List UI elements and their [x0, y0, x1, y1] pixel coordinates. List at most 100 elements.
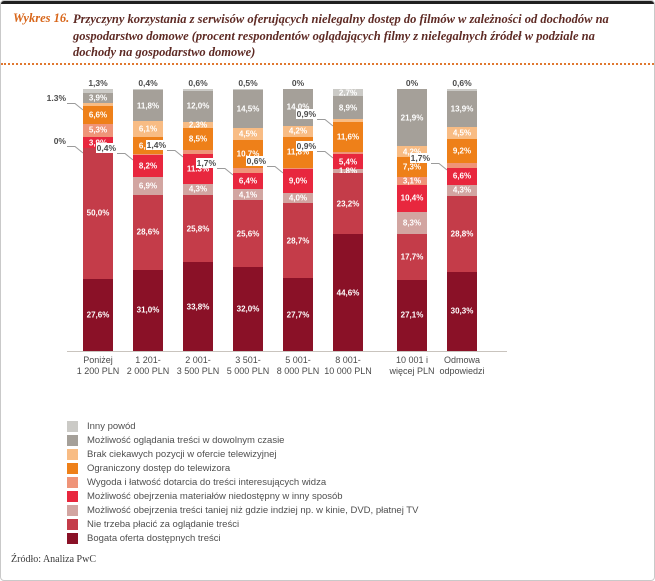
bar-segment — [183, 150, 213, 154]
segment-value-label: 3,1% — [402, 176, 422, 186]
callout-value-label: 1,7% — [195, 158, 217, 169]
legend-label: Inny powód — [87, 421, 136, 432]
bar-segment: 27,6% — [83, 278, 113, 351]
segment-value-label: 11,8% — [286, 147, 310, 157]
legend-swatch — [67, 449, 78, 460]
segment-value-label: 30,3% — [450, 306, 474, 316]
bar-segment: 4,1% — [233, 189, 263, 201]
bar-segment: 4,3% — [447, 184, 477, 197]
bar-segment: 3,9% — [83, 92, 113, 103]
segment-value-label: 33,8% — [186, 302, 210, 312]
source-note: Źródło: Analiza PwC — [11, 554, 96, 565]
segment-value-label: 9,2% — [452, 146, 472, 156]
bar-segment: 10,4% — [397, 184, 427, 212]
segment-value-label: 8,5% — [188, 134, 208, 144]
legend-swatch — [67, 435, 78, 446]
bar-segment: 11,6% — [333, 121, 363, 153]
category-label: Poniżej 1 200 PLN — [76, 355, 120, 377]
bar-segment: 4,2% — [283, 125, 313, 137]
legend-label: Brak ciekawych pozycji w ofercie telewiz… — [87, 449, 277, 460]
bar-segment: 28,8% — [447, 196, 477, 272]
legend-swatch — [67, 477, 78, 488]
callout-value-label: 0,9% — [295, 108, 317, 119]
bar-slot: 0,9% 0,9% 2,7% 8,9% 11,6% 5,4% 1,8% 23,2% 44,6% — [295, 87, 373, 351]
bar-segment: 14,5% — [233, 90, 263, 129]
bar-top-value-label: 0% — [405, 78, 419, 88]
segment-value-label: 27,6% — [86, 310, 110, 320]
stacked-bar: 14,5% 4,5% 10,7% 6,4% 4,1% 25,6% 32,0% — [233, 89, 263, 351]
bar-segment: 27,1% — [397, 279, 427, 351]
bar-segment: 8,9% — [333, 96, 363, 120]
segment-value-label: 27,7% — [286, 310, 310, 320]
segment-value-label: 9,0% — [288, 176, 308, 186]
legend-label: Nie trzeba płacić za oglądanie treści — [87, 519, 240, 530]
segment-value-label: 4,2% — [402, 147, 422, 157]
callout-value-label: 1,7% — [409, 153, 431, 164]
segment-value-label: 44,6% — [336, 288, 360, 297]
segment-value-label: 13,9% — [450, 104, 474, 114]
x-axis-labels: Poniżej 1 200 PLN 1 201- 2 000 PLN 2 001- 3 5… — [73, 355, 493, 378]
bar-segment: 4,3% — [183, 183, 213, 195]
segment-value-label: 3,9% — [83, 138, 113, 147]
callout-value-label: 1.3% — [45, 92, 67, 103]
legend-item: Wygoda i łatwość dotarcia do treści inte… — [67, 477, 418, 488]
segment-value-label: 6,6% — [452, 171, 472, 181]
callout-value-label: 0,9% — [295, 141, 317, 152]
segment-value-label: 3,9% — [88, 93, 108, 103]
legend-swatch — [67, 519, 78, 530]
category-label: 3 501- 5 000 PLN — [226, 355, 270, 377]
stacked-bar: 14,0% 4,2% 11,8% 9,0% 4,0% 28,7% 27,7% — [283, 89, 313, 351]
segment-value-label: 11,8% — [136, 101, 160, 111]
legend-label: Możliwość obejrzenia materiałów niedostę… — [87, 491, 343, 502]
legend-item: Nie trzeba płacić za oglądanie treści — [67, 519, 418, 530]
callout-value-label: 1,4% — [145, 140, 167, 151]
legend-label: Możliwość obejrzenia treści taniej niż g… — [87, 505, 419, 516]
segment-value-label: 8,3% — [402, 218, 422, 228]
segment-value-label: 4,2% — [288, 126, 308, 136]
segment-value-label: 27,1% — [400, 310, 424, 320]
stacked-bar: 3,9% 6,6% 5,3% 3,9% 50,0% 27,6% — [83, 89, 113, 351]
bar-segment — [233, 89, 263, 91]
bar-slot: 0,5% 1,7% 14,5% 4,5% 10,7% 6,4% 4,1% 25,6% 32,0% — [195, 78, 273, 351]
bar-segment: 50,0% — [83, 147, 113, 279]
legend-label: Ograniczony dostęp do telewizora — [87, 463, 231, 474]
bar-segment — [333, 119, 363, 122]
bar-segment: 33,8% — [183, 262, 213, 351]
bar-segment: 5,3% — [83, 123, 113, 138]
segment-value-label: 6,9% — [138, 181, 158, 191]
legend-swatch — [67, 533, 78, 544]
callout-connector-line — [317, 114, 334, 132]
x-axis-baseline — [67, 351, 507, 352]
bar-segment: 4,0% — [283, 192, 313, 204]
segment-value-label: 2,7% — [338, 88, 358, 98]
legend-item: Możliwość oglądania treści w dowolnym cz… — [67, 435, 418, 446]
segment-value-label: 25,8% — [186, 224, 210, 234]
stacked-bar: 11,8%6,1%6,5%8,2%6,9%28,6%31,0% — [133, 89, 163, 351]
segment-value-label: 7,3% — [402, 162, 422, 172]
segment-value-label: 50,0% — [86, 208, 110, 218]
segment-value-label: 25,6% — [236, 229, 260, 239]
segment-value-label: 8,2% — [138, 161, 158, 171]
segment-value-label: 4,3% — [452, 185, 472, 195]
bar-segment: 8,2% — [133, 155, 163, 177]
bar-segment: 8,5% — [183, 128, 213, 151]
segment-value-label: 11,6% — [336, 132, 360, 142]
bar-segment: 21,9% — [397, 89, 427, 147]
legend-swatch — [67, 463, 78, 474]
legend-item: Bogata oferta dostępnych treści — [67, 533, 418, 544]
category-label: 1 201- 2 000 PLN — [126, 355, 170, 377]
segment-value-label: 21,9% — [400, 113, 424, 123]
bar-segment — [133, 154, 163, 156]
segment-value-label: 17,7% — [400, 252, 424, 262]
bar-segment: 11,8% — [133, 90, 163, 122]
legend-item: Możliwość obejrzenia materiałów niedostę… — [67, 491, 418, 502]
page-top-rule — [1, 1, 654, 4]
legend-swatch — [67, 491, 78, 502]
bar-segment: 1,8% — [333, 166, 363, 175]
bar-slot: 0,6% 1,7% 13,9% 4,5% 9,2% 6,6% 4,3% 28,8% 30,3% — [409, 78, 487, 351]
bar-segment: 4,2% — [397, 146, 427, 158]
bar-segment — [447, 163, 477, 168]
segment-value-label: 2,3% — [188, 120, 208, 130]
bar-segment: 12,0% — [183, 90, 213, 122]
bar-segment: 3,1% — [397, 176, 427, 186]
